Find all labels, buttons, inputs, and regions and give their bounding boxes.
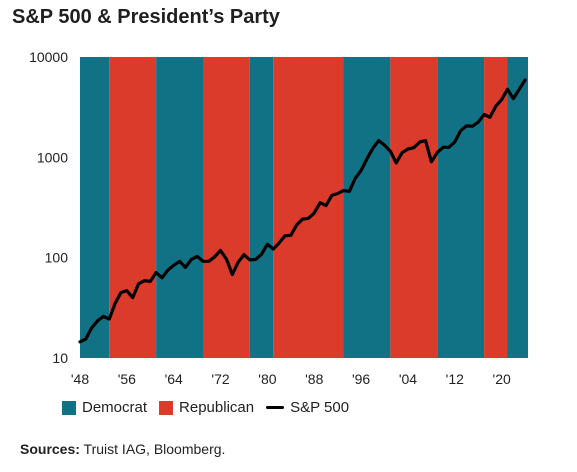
x-tick-label: '48 [71,371,89,387]
x-tick-label: '12 [446,371,464,387]
band-democrat-1977 [249,57,274,358]
y-axis-ticks: 10 100 1000 10000 [29,49,68,366]
line-swatch [266,406,285,409]
y-tick-label: 100 [45,250,69,266]
band-democrat-1993 [343,57,391,358]
democrat-swatch [62,400,76,415]
x-tick-label: '04 [399,371,417,387]
band-democrat-2021 [507,57,528,358]
source-text: Truist IAG, Bloomberg. [79,441,226,457]
band-democrat-1961 [156,57,203,358]
x-tick-label: '88 [305,371,323,387]
republican-swatch [159,400,174,415]
band-republican-2017 [484,57,508,358]
party-bands [80,57,528,358]
band-republican-1953 [109,57,157,358]
band-republican-1981 [273,57,344,358]
legend: Democrat Republican S&P 500 [62,399,353,416]
legend-item-sp500: S&P 500 [266,399,349,416]
series-line-sp500 [78,78,527,344]
x-tick-label: '20 [493,371,511,387]
legend-item-democrat: Democrat [62,399,147,416]
band-democrat-2009 [437,57,485,358]
legend-label-sp500: S&P 500 [290,399,350,416]
band-democrat-1948 [80,57,110,358]
legend-label-democrat: Democrat [82,399,148,416]
band-republican-2001 [390,57,438,358]
y-tick-label: 1000 [37,149,68,165]
x-axis-ticks: '48 '56 '64 '72 '80 '88 '96 '04 '12 '20 [71,371,511,387]
y-tick-label: 10 [52,350,68,366]
x-tick-label: '56 [118,371,136,387]
legend-label-republican: Republican [179,399,255,416]
chart-title: S&P 500 & President’s Party [12,6,280,28]
x-tick-label: '96 [352,371,370,387]
x-tick-label: '80 [258,371,276,387]
source-note: Sources: Truist IAG, Bloomberg. [20,441,225,457]
y-tick-label: 10000 [29,49,68,65]
x-tick-label: '72 [211,371,229,387]
band-republican-1969 [202,57,250,358]
source-label: Sources: [20,441,80,457]
legend-item-republican: Republican [159,399,254,416]
x-tick-label: '64 [165,371,183,387]
